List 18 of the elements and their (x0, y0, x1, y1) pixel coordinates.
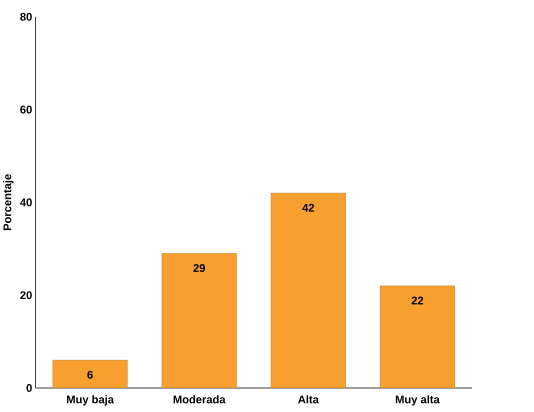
x-tick-label: Muy alta (396, 395, 440, 406)
data-label: 29 (193, 264, 205, 272)
data-label: 42 (302, 204, 314, 212)
y-tick-label: 20 (20, 291, 32, 299)
data-label: 6 (87, 370, 93, 379)
y-tick-label: 60 (20, 106, 32, 114)
bar (270, 192, 346, 388)
x-tick-label: Alta (298, 395, 319, 404)
data-label: 22 (412, 296, 424, 304)
bar (380, 286, 455, 388)
x-tick-label: Muy baja (67, 395, 114, 406)
bar (52, 360, 128, 388)
bar (162, 253, 237, 388)
y-axis-title: Porcentaje (3, 174, 14, 230)
y-tick-label: 80 (20, 12, 32, 21)
y-tick-label: 40 (20, 198, 32, 206)
y-tick-label: 0 (26, 384, 32, 392)
x-tick-label: Moderada (174, 395, 226, 404)
